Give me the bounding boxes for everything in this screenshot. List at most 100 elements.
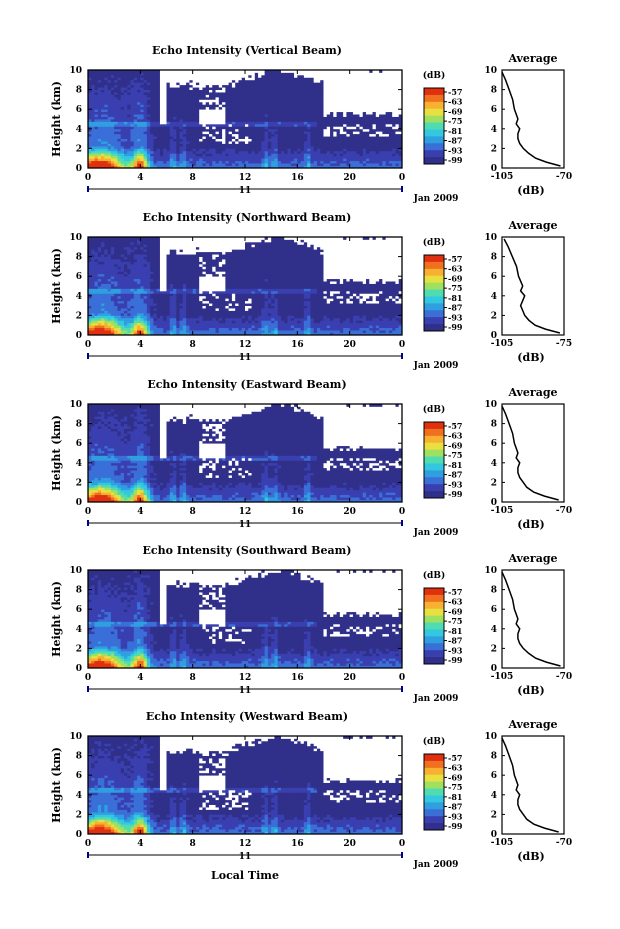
heatmap-cell <box>271 139 275 142</box>
heatmap-cell <box>346 107 350 110</box>
heatmap-cell <box>242 77 246 80</box>
heatmap-cell <box>108 109 112 112</box>
heatmap-cell <box>216 104 220 107</box>
heatmap-cell <box>117 325 121 328</box>
heatmap-cell <box>307 129 311 132</box>
heatmap-cell <box>242 99 246 102</box>
heatmap-cell <box>382 109 386 112</box>
heatmap-cell <box>134 264 138 267</box>
heatmap-cell <box>150 306 154 309</box>
heatmap-cell <box>163 291 167 294</box>
heatmap-cell <box>183 158 187 161</box>
heatmap-cell <box>147 259 151 262</box>
heatmap-cell <box>140 269 144 272</box>
heatmap-cell <box>114 257 118 260</box>
heatmap-cell <box>278 85 282 88</box>
heatmap-cell <box>307 144 311 147</box>
heatmap-cell <box>147 242 151 245</box>
heatmap-cell <box>117 296 121 299</box>
heatmap-cell <box>369 112 373 115</box>
heatmap-cell <box>134 291 138 294</box>
heatmap-cell <box>163 286 167 289</box>
heatmap-cell <box>127 293 131 296</box>
heatmap-cell <box>176 104 180 107</box>
heatmap-cell <box>147 153 151 156</box>
heatmap-cell <box>258 136 262 139</box>
heatmap-cell <box>144 124 148 127</box>
heatmap-cell <box>209 90 213 93</box>
heatmap-cell <box>327 134 331 137</box>
heatmap-cell <box>248 124 252 127</box>
heatmap-cell <box>317 107 321 110</box>
heatmap-cell <box>252 107 256 110</box>
heatmap-cell <box>137 156 141 159</box>
heatmap-cell <box>186 151 190 154</box>
heatmap-cell <box>104 244 108 247</box>
heatmap-cell <box>340 146 344 149</box>
heatmap-cell <box>111 107 115 110</box>
heatmap-cell <box>258 156 262 159</box>
heatmap-cell <box>91 156 95 159</box>
heatmap-cell <box>117 151 121 154</box>
heatmap-cell <box>314 112 318 115</box>
heatmap-cell <box>369 77 373 80</box>
heatmap-cell <box>150 266 154 269</box>
heatmap-cell <box>98 257 102 260</box>
heatmap-cell <box>153 124 157 127</box>
heatmap-cell <box>209 158 213 161</box>
heatmap-cell <box>337 117 341 120</box>
heatmap-cell <box>271 126 275 129</box>
heatmap-cell <box>288 124 292 127</box>
heatmap-cell <box>121 109 125 112</box>
heatmap-cell <box>350 151 354 154</box>
heatmap-cell <box>140 328 144 331</box>
heatmap-cell <box>258 153 262 156</box>
heatmap-cell <box>301 163 305 166</box>
heatmap-cell <box>301 72 305 75</box>
heatmap-cell <box>189 129 193 132</box>
heatmap-cell <box>382 72 386 75</box>
heatmap-cell <box>225 129 229 132</box>
heatmap-cell <box>258 114 262 117</box>
heatmap-cell <box>163 146 167 149</box>
heatmap-cell <box>183 129 187 132</box>
heatmap-cell <box>104 254 108 257</box>
heatmap-cell <box>117 291 121 294</box>
heatmap-cell <box>140 97 144 100</box>
heatmap-cell <box>235 121 239 124</box>
heatmap-cell <box>137 259 141 262</box>
heatmap-cell <box>245 92 249 95</box>
heatmap-cell <box>173 90 177 93</box>
heatmap-cell <box>101 311 105 314</box>
heatmap-cell <box>278 99 282 102</box>
heatmap-cell <box>271 109 275 112</box>
heatmap-cell <box>225 85 229 88</box>
heatmap-cell <box>288 153 292 156</box>
heatmap-cell <box>265 163 269 166</box>
heatmap-cell <box>134 276 138 279</box>
heatmap-cell <box>111 315 115 318</box>
heatmap-cell <box>382 97 386 100</box>
heatmap-cell <box>294 87 298 90</box>
heatmap-cell <box>183 117 187 120</box>
heatmap-cell <box>91 320 95 323</box>
heatmap-cell <box>114 134 118 137</box>
heatmap-cell <box>216 136 220 139</box>
heatmap-cell <box>183 148 187 151</box>
heatmap-cell <box>356 156 360 159</box>
heatmap-cell <box>140 288 144 291</box>
heatmap-cell <box>330 134 334 137</box>
heatmap-cell <box>291 104 295 107</box>
heatmap-cell <box>252 124 256 127</box>
heatmap-cell <box>225 139 229 142</box>
heatmap-cell <box>392 97 396 100</box>
heatmap-cell <box>258 72 262 75</box>
heatmap-cell <box>202 114 206 117</box>
heatmap-cell <box>307 109 311 112</box>
heatmap-cell <box>98 296 102 299</box>
heatmap-cell <box>356 144 360 147</box>
heatmap-cell <box>395 99 399 102</box>
heatmap-cell <box>134 247 138 250</box>
heatmap-cell <box>281 99 285 102</box>
